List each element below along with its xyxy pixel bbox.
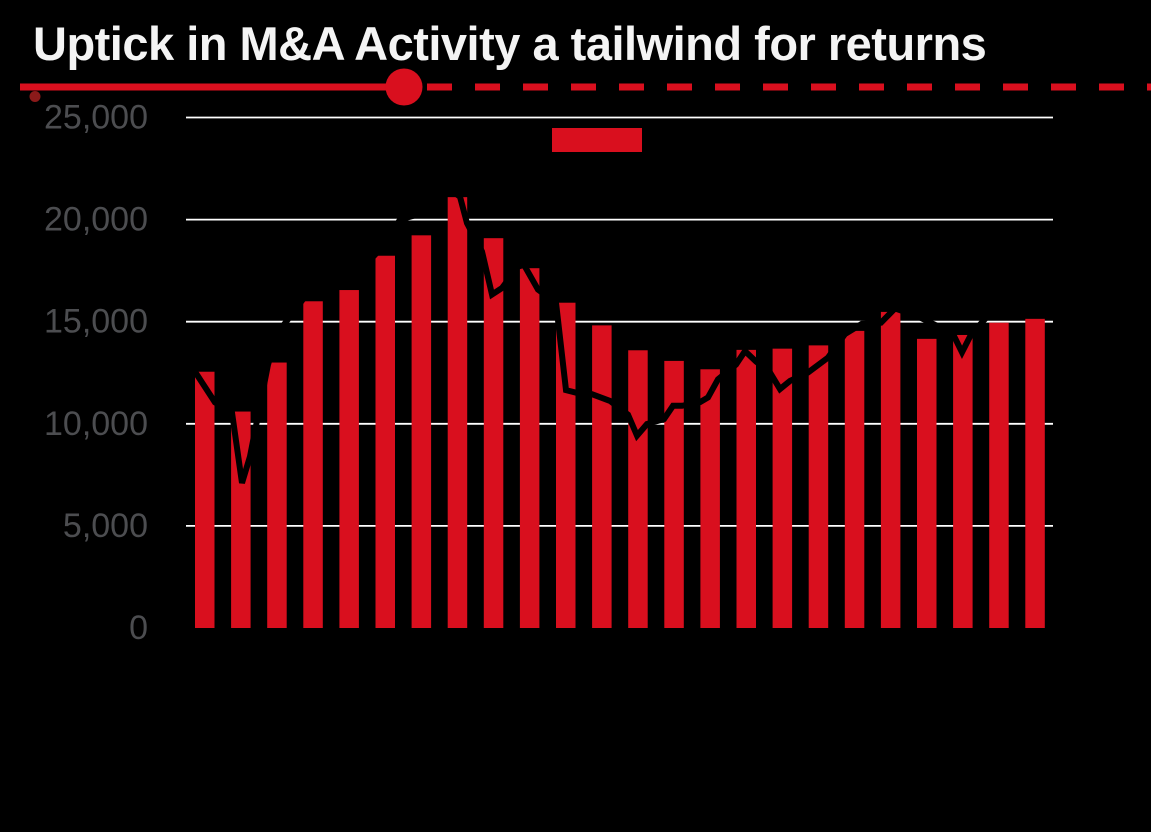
bar — [267, 362, 287, 628]
bar — [483, 238, 504, 629]
bar — [736, 349, 756, 628]
header-rule-circle — [385, 68, 423, 106]
bar — [375, 255, 395, 628]
y-axis-tick-label: 15,000 — [44, 303, 148, 341]
chart-title: Uptick in M&A Activity a tailwind for re… — [33, 17, 987, 70]
bar — [808, 345, 829, 628]
bar — [664, 360, 684, 628]
bar — [411, 235, 432, 628]
bar — [556, 302, 576, 628]
y-axis-tick-label: 10,000 — [44, 405, 148, 443]
legend-swatch — [552, 128, 642, 152]
bar — [303, 301, 323, 628]
bar — [844, 330, 865, 628]
bar — [592, 325, 612, 628]
bar — [700, 369, 720, 628]
bar — [628, 350, 648, 628]
header-dark-dot — [29, 91, 41, 102]
bar — [195, 371, 215, 628]
series-line — [192, 185, 1046, 484]
bar — [519, 268, 540, 628]
bar — [1025, 318, 1045, 628]
y-axis-tick-label: 0 — [129, 609, 148, 647]
bar — [880, 311, 901, 628]
y-axis-tick-label: 25,000 — [44, 99, 148, 137]
y-axis-tick-label: 5,000 — [63, 507, 148, 545]
bar — [339, 290, 359, 628]
bar — [772, 348, 793, 628]
bar — [447, 197, 468, 628]
bar — [989, 322, 1009, 628]
bar — [953, 334, 973, 628]
bar — [917, 338, 937, 628]
y-axis-tick-label: 20,000 — [44, 201, 148, 239]
